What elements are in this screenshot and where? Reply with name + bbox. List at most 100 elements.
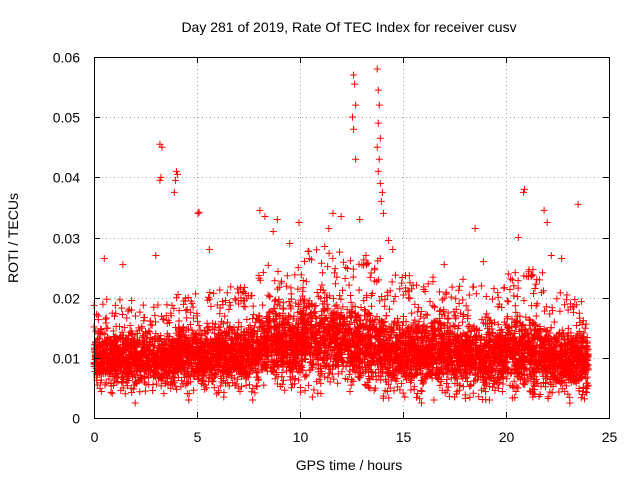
data-point <box>139 347 147 355</box>
data-point <box>346 388 354 396</box>
data-point <box>494 289 502 297</box>
data-point <box>156 342 164 350</box>
data-point <box>145 340 153 348</box>
data-point <box>148 356 156 364</box>
data-point <box>444 383 452 391</box>
data-point <box>436 306 444 314</box>
data-point <box>275 283 283 291</box>
data-point <box>345 281 353 289</box>
data-point <box>116 296 124 304</box>
data-point <box>207 302 215 310</box>
data-point <box>139 340 147 348</box>
data-point <box>149 373 157 381</box>
data-point <box>190 386 198 394</box>
data-point <box>390 297 398 305</box>
data-point <box>154 301 162 309</box>
data-point <box>259 268 267 276</box>
data-point <box>245 381 253 389</box>
data-point <box>158 376 166 384</box>
data-point <box>216 286 224 294</box>
data-point <box>331 265 339 273</box>
data-point <box>459 296 467 304</box>
data-point <box>388 278 396 286</box>
data-point <box>396 285 404 293</box>
data-point <box>490 285 498 293</box>
data-point <box>93 335 101 343</box>
data-point <box>165 319 173 327</box>
data-point <box>452 313 460 321</box>
data-point <box>121 390 129 398</box>
data-point <box>140 374 148 382</box>
data-point <box>132 339 140 347</box>
data-point <box>277 279 285 287</box>
data-point <box>317 259 325 267</box>
data-point <box>139 301 147 309</box>
data-point <box>470 283 478 291</box>
data-point <box>236 387 244 395</box>
data-point <box>146 346 154 354</box>
data-point <box>170 374 178 382</box>
data-point <box>111 301 119 309</box>
data-point <box>155 375 163 383</box>
data-point <box>448 283 456 291</box>
data-point <box>160 316 168 324</box>
data-point <box>145 373 153 381</box>
data-point <box>391 293 399 301</box>
data-point <box>118 304 126 312</box>
data-point <box>94 316 102 324</box>
data-point <box>146 362 154 370</box>
data-point <box>205 322 213 330</box>
data-point <box>129 372 137 380</box>
data-point <box>108 309 116 317</box>
data-point <box>398 279 406 287</box>
data-point <box>431 303 439 311</box>
data-point <box>408 309 416 317</box>
data-point <box>128 388 136 396</box>
data-point <box>158 337 166 345</box>
data-point <box>156 359 164 367</box>
data-point <box>120 362 128 370</box>
data-point <box>151 318 159 326</box>
data-point <box>147 321 155 329</box>
data-point <box>299 277 307 285</box>
data-point <box>317 379 325 387</box>
data-point <box>447 293 455 301</box>
data-point <box>132 367 140 375</box>
data-point <box>146 317 154 325</box>
data-point <box>104 339 112 347</box>
data-point <box>135 324 143 332</box>
data-point <box>118 353 126 361</box>
data-point <box>196 326 204 334</box>
data-point <box>146 334 154 342</box>
data-point <box>100 349 108 357</box>
data-point <box>279 376 287 384</box>
data-point <box>119 310 127 318</box>
data-point <box>150 303 158 311</box>
data-point <box>243 316 251 324</box>
data-point <box>175 317 183 325</box>
data-point <box>366 273 374 281</box>
data-point <box>107 363 115 371</box>
data-point <box>96 384 104 392</box>
data-point <box>301 387 309 395</box>
data-point <box>99 300 107 308</box>
data-point <box>107 336 115 344</box>
data-point <box>143 342 151 350</box>
data-point <box>275 295 283 303</box>
data-point <box>188 326 196 334</box>
data-point <box>225 305 233 313</box>
data-point <box>259 301 267 309</box>
data-point <box>417 386 425 394</box>
data-point <box>334 379 342 387</box>
data-point <box>105 375 113 383</box>
data-point <box>134 336 142 344</box>
data-point <box>313 246 321 254</box>
data-point <box>93 349 101 357</box>
data-point <box>127 384 135 392</box>
data-point <box>336 248 344 256</box>
data-point <box>274 285 282 293</box>
data-point <box>163 350 171 358</box>
data-point <box>210 384 218 392</box>
data-point <box>413 393 421 401</box>
data-point <box>159 315 167 323</box>
